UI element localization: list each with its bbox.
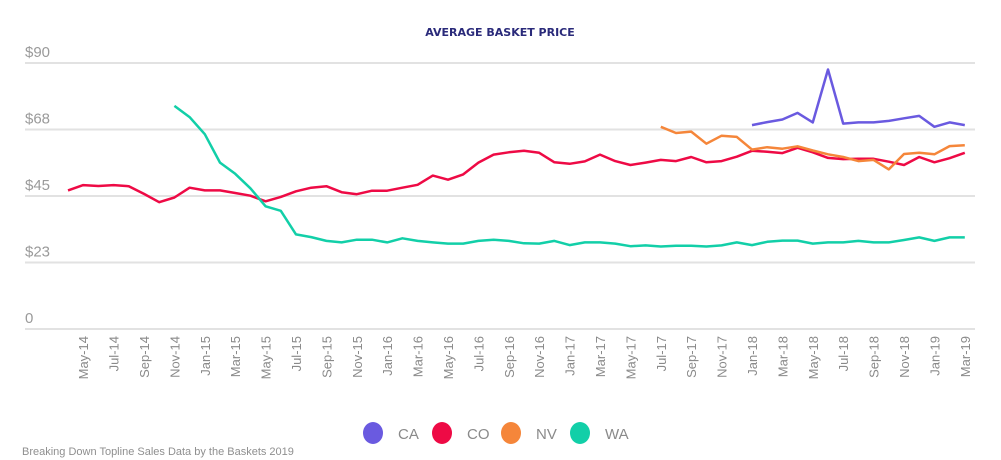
chart-title: AVERAGE BASKET PRICE bbox=[425, 26, 575, 39]
legend-marker-wa bbox=[570, 422, 590, 444]
y-tick-label: $90 bbox=[25, 44, 50, 61]
x-tick-label: May-15 bbox=[259, 336, 274, 379]
x-tick-label: Jan-16 bbox=[380, 336, 395, 376]
x-tick-label: Nov-16 bbox=[532, 336, 547, 378]
y-tick-label: $45 bbox=[25, 177, 50, 194]
x-tick-label: Jul-17 bbox=[654, 336, 669, 371]
x-tick-label: May-14 bbox=[76, 336, 91, 379]
legend-label: WA bbox=[605, 426, 629, 443]
x-tick-label: Jan-15 bbox=[198, 336, 213, 376]
x-tick-label: Jul-16 bbox=[471, 336, 486, 371]
legend-label: CO bbox=[467, 426, 490, 443]
legend-marker-ca bbox=[363, 422, 383, 444]
x-tick-label: Jul-15 bbox=[289, 336, 304, 371]
x-tick-label: Nov-17 bbox=[715, 336, 730, 378]
footer-text: Breaking Down Topline Sales Data by the … bbox=[22, 446, 294, 458]
x-tick-label: May-17 bbox=[623, 336, 638, 379]
x-tick-label: Nov-15 bbox=[350, 336, 365, 378]
legend-marker-nv bbox=[501, 422, 521, 444]
x-tick-label: Sep-18 bbox=[867, 336, 882, 378]
series-line-co bbox=[67, 146, 966, 204]
x-tick-label: Sep-16 bbox=[502, 336, 517, 378]
y-tick-label: $23 bbox=[25, 244, 50, 261]
y-tick-label: $68 bbox=[25, 111, 50, 128]
x-tick-label: Mar-16 bbox=[411, 336, 426, 377]
x-tick-label: Mar-19 bbox=[958, 336, 973, 377]
legend-marker-co bbox=[432, 422, 452, 444]
x-tick-label: Jan-18 bbox=[745, 336, 760, 376]
x-tick-label: Jul-18 bbox=[836, 336, 851, 371]
x-tick-label: Jul-14 bbox=[107, 336, 122, 371]
x-tick-label: Nov-14 bbox=[167, 336, 182, 378]
x-tick-label: May-16 bbox=[441, 336, 456, 379]
x-tick-label: Mar-17 bbox=[593, 336, 608, 377]
x-tick-label: Sep-17 bbox=[684, 336, 699, 378]
x-tick-label: Nov-18 bbox=[897, 336, 912, 378]
x-tick-label: Sep-14 bbox=[137, 336, 152, 378]
x-tick-label: Jan-17 bbox=[563, 336, 578, 376]
series-line-ca bbox=[751, 68, 966, 129]
series-line-nv bbox=[660, 125, 965, 171]
x-tick-label: Sep-15 bbox=[319, 336, 334, 378]
legend-label: CA bbox=[398, 426, 419, 443]
legend-label: NV bbox=[536, 426, 557, 443]
y-tick-label: 0 bbox=[25, 310, 33, 327]
x-tick-label: Mar-18 bbox=[775, 336, 790, 377]
x-tick-label: May-18 bbox=[806, 336, 821, 379]
x-tick-label: Jan-19 bbox=[927, 336, 942, 376]
x-tick-label: Mar-15 bbox=[228, 336, 243, 377]
series-line-wa bbox=[173, 104, 965, 248]
